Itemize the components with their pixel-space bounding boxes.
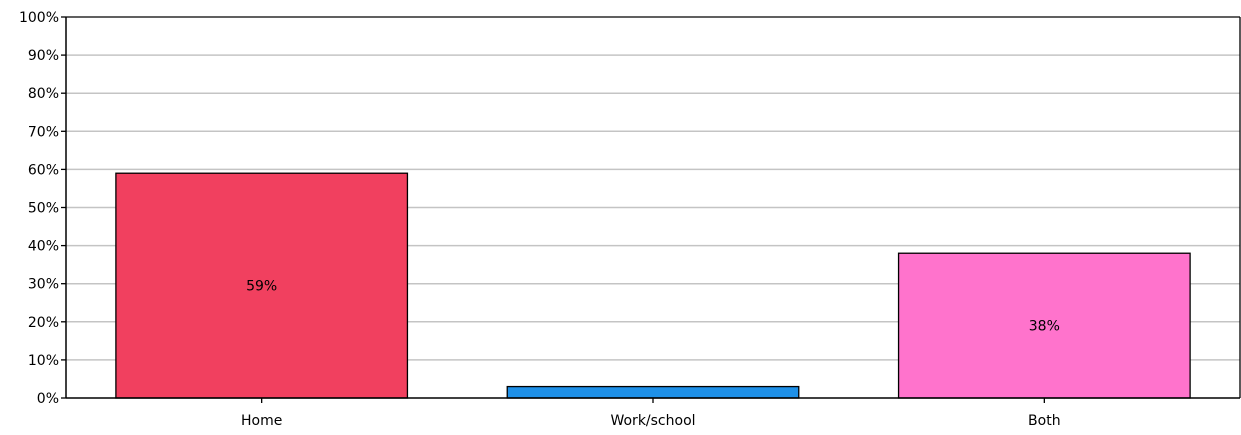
y-axis-tick-labels: 0% 10% 20% 30% 40% 50% 60% 70% 80% 90% 100% bbox=[19, 10, 66, 407]
y-tick-label: 70% bbox=[28, 124, 59, 140]
bar-value-label: 38% bbox=[1029, 319, 1060, 335]
y-tick-label: 40% bbox=[28, 239, 59, 255]
x-tick-label: Work/school bbox=[610, 413, 695, 429]
y-tick-label: 0% bbox=[37, 391, 59, 407]
axes bbox=[65, 16, 1241, 399]
bar-work-school bbox=[506, 385, 800, 399]
bar-value-label: 59% bbox=[246, 279, 277, 295]
y-tick-label: 20% bbox=[28, 315, 59, 331]
y-tick-label: 50% bbox=[28, 201, 59, 217]
bar-home bbox=[115, 172, 409, 399]
x-axis-tick-labels: Home Work/school Both bbox=[241, 398, 1061, 429]
bars bbox=[115, 172, 1191, 399]
x-tick-label: Both bbox=[1028, 413, 1061, 429]
y-tick-label: 100% bbox=[19, 10, 59, 26]
y-tick-label: 80% bbox=[28, 86, 59, 102]
x-tick-label: Home bbox=[241, 413, 282, 429]
bar-both bbox=[897, 252, 1191, 399]
y-tick-label: 60% bbox=[28, 162, 59, 178]
y-tick-label: 30% bbox=[28, 277, 59, 293]
y-tick-label: 90% bbox=[28, 48, 59, 64]
y-tick-label: 10% bbox=[28, 353, 59, 369]
bar-value-labels: 59% 38% bbox=[246, 279, 1060, 335]
